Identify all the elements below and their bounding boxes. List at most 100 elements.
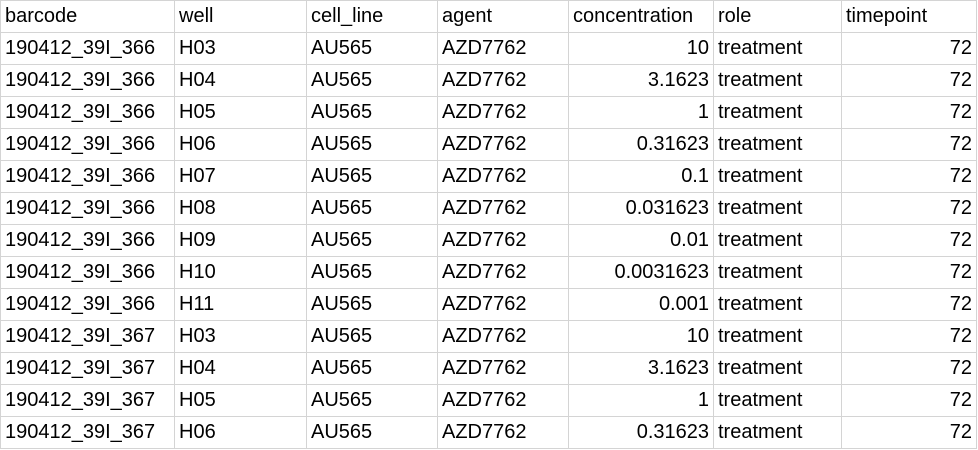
cell-concentration[interactable]: 0.31623 <box>568 416 714 449</box>
header-cell-timepoint[interactable]: timepoint <box>841 0 977 33</box>
cell-timepoint[interactable]: 72 <box>841 224 977 257</box>
cell-well[interactable]: H03 <box>174 320 307 353</box>
cell-well[interactable]: H04 <box>174 64 307 97</box>
cell-timepoint[interactable]: 72 <box>841 160 977 193</box>
cell-well[interactable]: H04 <box>174 352 307 385</box>
cell-agent[interactable]: AZD7762 <box>437 192 569 225</box>
cell-timepoint[interactable]: 72 <box>841 288 977 321</box>
cell-role[interactable]: treatment <box>713 384 842 417</box>
header-cell-well[interactable]: well <box>174 0 307 33</box>
header-cell-role[interactable]: role <box>713 0 842 33</box>
cell-agent[interactable]: AZD7762 <box>437 288 569 321</box>
cell-role[interactable]: treatment <box>713 32 842 65</box>
cell-timepoint[interactable]: 72 <box>841 352 977 385</box>
cell-barcode[interactable]: 190412_39I_366 <box>0 64 175 97</box>
header-cell-agent[interactable]: agent <box>437 0 569 33</box>
cell-agent[interactable]: AZD7762 <box>437 416 569 449</box>
cell-well[interactable]: H07 <box>174 160 307 193</box>
cell-role[interactable]: treatment <box>713 160 842 193</box>
cell-timepoint[interactable]: 72 <box>841 64 977 97</box>
header-cell-barcode[interactable]: barcode <box>0 0 175 33</box>
cell-well[interactable]: H08 <box>174 192 307 225</box>
cell-role[interactable]: treatment <box>713 256 842 289</box>
cell-role[interactable]: treatment <box>713 416 842 449</box>
cell-timepoint[interactable]: 72 <box>841 192 977 225</box>
cell-cell-line[interactable]: AU565 <box>306 224 438 257</box>
cell-agent[interactable]: AZD7762 <box>437 32 569 65</box>
cell-agent[interactable]: AZD7762 <box>437 64 569 97</box>
cell-timepoint[interactable]: 72 <box>841 416 977 449</box>
cell-agent[interactable]: AZD7762 <box>437 320 569 353</box>
cell-cell-line[interactable]: AU565 <box>306 160 438 193</box>
cell-barcode[interactable]: 190412_39I_366 <box>0 224 175 257</box>
cell-barcode[interactable]: 190412_39I_367 <box>0 384 175 417</box>
cell-barcode[interactable]: 190412_39I_366 <box>0 160 175 193</box>
cell-concentration[interactable]: 0.01 <box>568 224 714 257</box>
cell-cell-line[interactable]: AU565 <box>306 64 438 97</box>
cell-barcode[interactable]: 190412_39I_366 <box>0 128 175 161</box>
cell-well[interactable]: H09 <box>174 224 307 257</box>
cell-cell-line[interactable]: AU565 <box>306 128 438 161</box>
cell-well[interactable]: H05 <box>174 96 307 129</box>
cell-concentration[interactable]: 0.031623 <box>568 192 714 225</box>
cell-cell-line[interactable]: AU565 <box>306 352 438 385</box>
cell-barcode[interactable]: 190412_39I_367 <box>0 320 175 353</box>
cell-timepoint[interactable]: 72 <box>841 320 977 353</box>
cell-barcode[interactable]: 190412_39I_366 <box>0 192 175 225</box>
cell-barcode[interactable]: 190412_39I_367 <box>0 416 175 449</box>
cell-well[interactable]: H03 <box>174 32 307 65</box>
cell-cell-line[interactable]: AU565 <box>306 192 438 225</box>
cell-timepoint[interactable]: 72 <box>841 32 977 65</box>
cell-timepoint[interactable]: 72 <box>841 128 977 161</box>
cell-role[interactable]: treatment <box>713 320 842 353</box>
cell-cell-line[interactable]: AU565 <box>306 320 438 353</box>
cell-well[interactable]: H06 <box>174 416 307 449</box>
table-row: 190412_39I_366 H08 AU565 AZD7762 0.031623 tre… <box>0 192 977 225</box>
cell-cell-line[interactable]: AU565 <box>306 416 438 449</box>
cell-agent[interactable]: AZD7762 <box>437 224 569 257</box>
cell-role[interactable]: treatment <box>713 96 842 129</box>
cell-barcode[interactable]: 190412_39I_366 <box>0 256 175 289</box>
cell-role[interactable]: treatment <box>713 288 842 321</box>
table-row: 190412_39I_367 H04 AU565 AZD7762 3.1623 treat… <box>0 352 977 385</box>
cell-role[interactable]: treatment <box>713 192 842 225</box>
cell-role[interactable]: treatment <box>713 64 842 97</box>
cell-cell-line[interactable]: AU565 <box>306 384 438 417</box>
cell-agent[interactable]: AZD7762 <box>437 160 569 193</box>
cell-cell-line[interactable]: AU565 <box>306 96 438 129</box>
cell-cell-line[interactable]: AU565 <box>306 256 438 289</box>
cell-role[interactable]: treatment <box>713 128 842 161</box>
cell-well[interactable]: H10 <box>174 256 307 289</box>
cell-cell-line[interactable]: AU565 <box>306 32 438 65</box>
cell-concentration[interactable]: 1 <box>568 96 714 129</box>
cell-barcode[interactable]: 190412_39I_366 <box>0 32 175 65</box>
cell-well[interactable]: H06 <box>174 128 307 161</box>
cell-concentration[interactable]: 1 <box>568 384 714 417</box>
cell-agent[interactable]: AZD7762 <box>437 384 569 417</box>
cell-barcode[interactable]: 190412_39I_366 <box>0 96 175 129</box>
cell-agent[interactable]: AZD7762 <box>437 352 569 385</box>
header-cell-cell-line[interactable]: cell_line <box>306 0 438 33</box>
cell-well[interactable]: H05 <box>174 384 307 417</box>
cell-concentration[interactable]: 0.31623 <box>568 128 714 161</box>
cell-concentration[interactable]: 0.1 <box>568 160 714 193</box>
cell-timepoint[interactable]: 72 <box>841 384 977 417</box>
cell-role[interactable]: treatment <box>713 224 842 257</box>
header-cell-concentration[interactable]: concentration <box>568 0 714 33</box>
cell-timepoint[interactable]: 72 <box>841 256 977 289</box>
cell-concentration[interactable]: 0.0031623 <box>568 256 714 289</box>
cell-agent[interactable]: AZD7762 <box>437 96 569 129</box>
cell-concentration[interactable]: 0.001 <box>568 288 714 321</box>
cell-concentration[interactable]: 3.1623 <box>568 352 714 385</box>
cell-role[interactable]: treatment <box>713 352 842 385</box>
cell-timepoint[interactable]: 72 <box>841 96 977 129</box>
cell-cell-line[interactable]: AU565 <box>306 288 438 321</box>
cell-barcode[interactable]: 190412_39I_366 <box>0 288 175 321</box>
cell-concentration[interactable]: 10 <box>568 32 714 65</box>
cell-barcode[interactable]: 190412_39I_367 <box>0 352 175 385</box>
cell-well[interactable]: H11 <box>174 288 307 321</box>
cell-concentration[interactable]: 3.1623 <box>568 64 714 97</box>
cell-agent[interactable]: AZD7762 <box>437 256 569 289</box>
cell-concentration[interactable]: 10 <box>568 320 714 353</box>
cell-agent[interactable]: AZD7762 <box>437 128 569 161</box>
